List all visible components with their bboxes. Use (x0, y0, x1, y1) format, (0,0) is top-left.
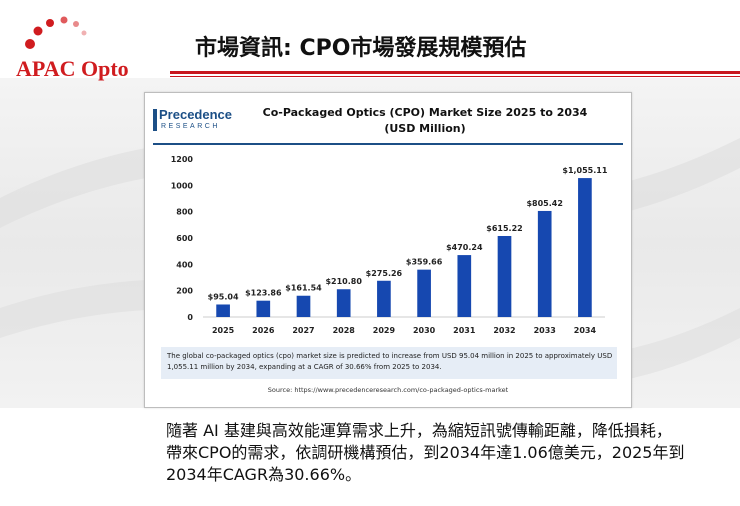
data-label: $210.80 (325, 277, 362, 286)
x-tick-label: 2033 (534, 326, 556, 335)
data-label: $470.24 (446, 243, 483, 252)
x-tick-label: 2029 (373, 326, 396, 335)
x-tick-label: 2026 (252, 326, 275, 335)
data-label: $95.04 (208, 292, 239, 301)
title-underline (170, 71, 740, 74)
precedence-name: Precedence (159, 107, 232, 122)
bar (216, 304, 230, 317)
precedence-mark-icon (153, 109, 157, 131)
logo-dots-icon (25, 16, 87, 49)
bar (336, 289, 351, 317)
bar (537, 210, 552, 317)
y-tick-label: 800 (176, 208, 193, 217)
data-label: $1,055.11 (562, 166, 607, 175)
y-tick-label: 1200 (171, 155, 194, 164)
bar (296, 295, 311, 317)
precedence-research-logo: Precedence RESEARCH (153, 107, 253, 137)
x-tick-label: 2032 (493, 326, 515, 335)
bar (578, 178, 592, 317)
x-tick-label: 2031 (453, 326, 476, 335)
source-text: Source: https://www.precedenceresearch.c… (267, 386, 509, 394)
bar (497, 235, 512, 317)
x-tick-label: 2025 (212, 326, 235, 335)
x-tick-label: 2028 (333, 326, 356, 335)
data-label: $161.54 (285, 284, 322, 293)
y-tick-label: 600 (176, 234, 193, 243)
apac-opto-logo: APAC Opto (10, 14, 170, 81)
data-label: $359.66 (406, 258, 443, 267)
y-tick-label: 1000 (171, 181, 194, 190)
chart-title-block: Co-Packaged Optics (CPO) Market Size 202… (255, 105, 595, 137)
data-label: $615.22 (486, 224, 522, 233)
x-tick-label: 2030 (413, 326, 436, 335)
data-label: $805.42 (526, 199, 562, 208)
note-box: The global co-packaged optics (cpo) mark… (161, 347, 617, 379)
chart-title: Co-Packaged Optics (CPO) Market Size 202… (262, 106, 588, 119)
page-title: 市場資訊: CPO市場發展規模預估 (195, 36, 527, 61)
y-tick-label: 400 (176, 260, 193, 269)
chart-subtitle: (USD Million) (384, 122, 466, 135)
caption-text: 隨著 AI 基建與高效能運算需求上升，為縮短訊號傳輸距離，降低損耗，帶來CPO的… (166, 421, 685, 484)
title-underline-thin (170, 76, 740, 77)
x-tick-label: 2034 (574, 326, 597, 335)
y-tick-label: 200 (176, 287, 193, 296)
bar (457, 255, 472, 317)
precedence-sub: RESEARCH (161, 123, 220, 130)
bar-chart: 0 200 400 600 800 1000 1200 $95.04 2025 $123.86 20… (171, 155, 608, 335)
bar (417, 269, 431, 317)
bar (377, 280, 391, 317)
data-label: $123.86 (245, 289, 282, 298)
chart-title-rule (153, 143, 623, 145)
chart-card: Precedence RESEARCH Co-Packaged Optics (… (144, 92, 632, 408)
y-tick-label: 0 (187, 313, 193, 322)
note-text: The global co-packaged optics (cpo) mark… (167, 352, 613, 371)
data-label: $275.26 (366, 269, 403, 278)
logo-text: APAC Opto (16, 56, 129, 81)
x-tick-label: 2027 (292, 326, 314, 335)
bar (256, 300, 271, 317)
